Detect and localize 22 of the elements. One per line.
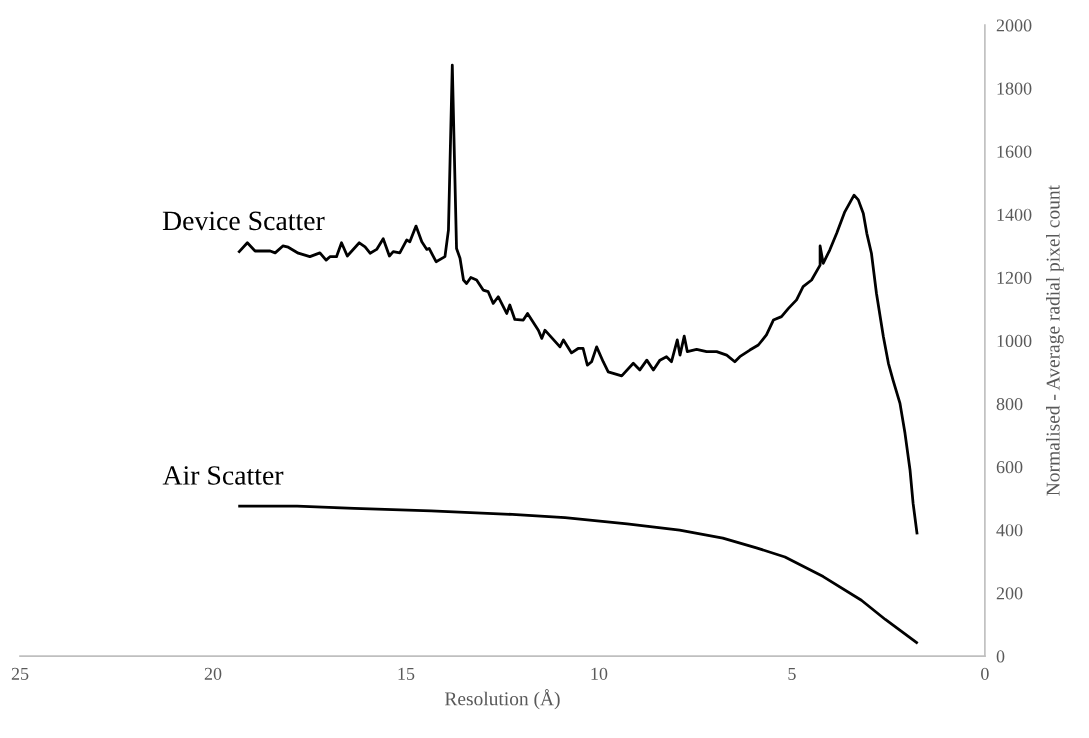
y-tick-label: 1800 bbox=[997, 82, 1032, 95]
series-label: Air Scatter bbox=[162, 466, 284, 485]
x-tick-label: 25 bbox=[11, 667, 29, 680]
y-tick-label: 1600 bbox=[997, 145, 1032, 158]
line-series bbox=[238, 504, 918, 644]
y-tick-label: 1200 bbox=[997, 271, 1032, 284]
x-tick-label: 10 bbox=[591, 667, 608, 680]
y-tick-label: 400 bbox=[996, 524, 1023, 537]
series-label: Device Scatter bbox=[162, 211, 325, 231]
y-tick-label: 800 bbox=[996, 397, 1023, 411]
x-tick-label: 5 bbox=[788, 667, 796, 680]
y-axis-title: Normalised - Average radial pixel count bbox=[1046, 185, 1064, 496]
y-tick-label: 0 bbox=[996, 650, 1005, 663]
y-tick-label: 1400 bbox=[997, 208, 1032, 221]
x-tick-label: 15 bbox=[398, 667, 415, 680]
y-tick-label: 200 bbox=[996, 587, 1023, 600]
y-tick-label: 1000 bbox=[997, 334, 1032, 348]
y-tick-label: 2000 bbox=[996, 19, 1032, 32]
y-tick-label: 600 bbox=[996, 461, 1023, 474]
x-tick-label: 20 bbox=[204, 667, 222, 680]
x-axis-title: Resolution (Å) bbox=[444, 689, 560, 710]
x-tick-label: 0 bbox=[981, 667, 989, 680]
